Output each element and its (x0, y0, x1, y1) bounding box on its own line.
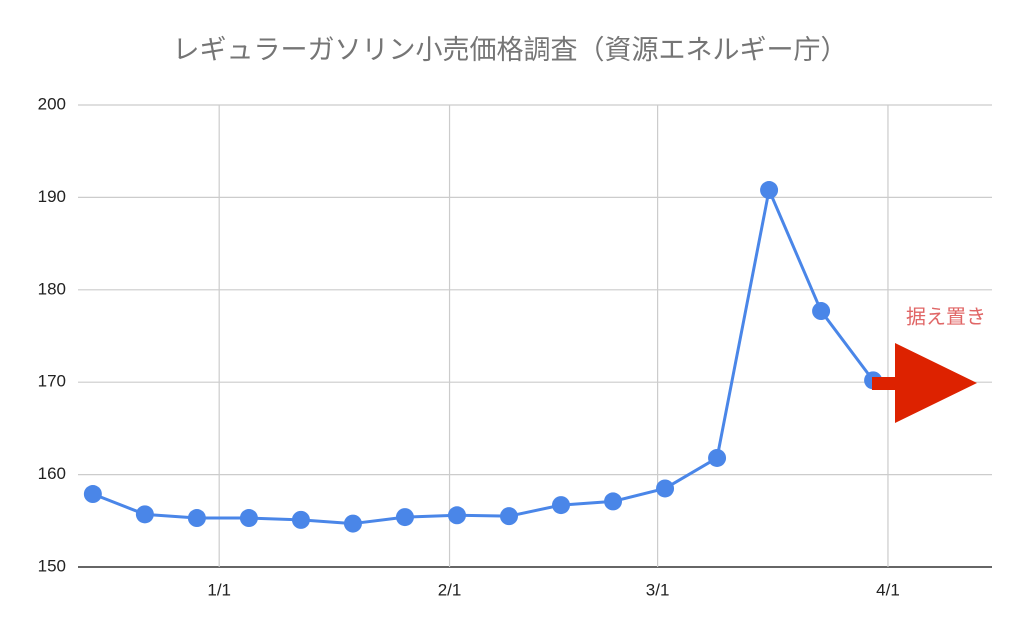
point (552, 496, 571, 515)
point (812, 302, 831, 321)
y-tick-label: 190 (38, 187, 66, 206)
point (395, 508, 414, 527)
line (92, 188, 875, 526)
point (604, 492, 623, 511)
y-tick-label: 170 (38, 372, 66, 391)
point (708, 448, 727, 467)
arrow (872, 343, 977, 423)
plot (83, 181, 883, 533)
y-tick-label: 160 (38, 464, 66, 483)
x-tick-label: 4/1 (876, 580, 900, 599)
point (135, 505, 154, 524)
chart-title: レギュラーガソリン小売価格調査（資源エネルギー庁） (173, 35, 848, 65)
point (760, 181, 779, 200)
annotation: 据え置き (906, 305, 986, 328)
grid (78, 104, 992, 568)
point (656, 479, 675, 498)
x-tick-label: 2/1 (438, 580, 462, 599)
point (239, 509, 258, 528)
point (187, 509, 206, 528)
y-tick-label: 150 (38, 556, 66, 575)
point (291, 510, 310, 529)
x-tick-label: 1/1 (207, 580, 231, 599)
x-tick-label: 3/1 (646, 580, 670, 599)
point (447, 506, 466, 525)
point (499, 507, 518, 526)
point (343, 514, 362, 533)
y-tick-label: 200 (38, 94, 66, 113)
point (83, 485, 102, 504)
y-tick-label: 180 (38, 279, 66, 298)
